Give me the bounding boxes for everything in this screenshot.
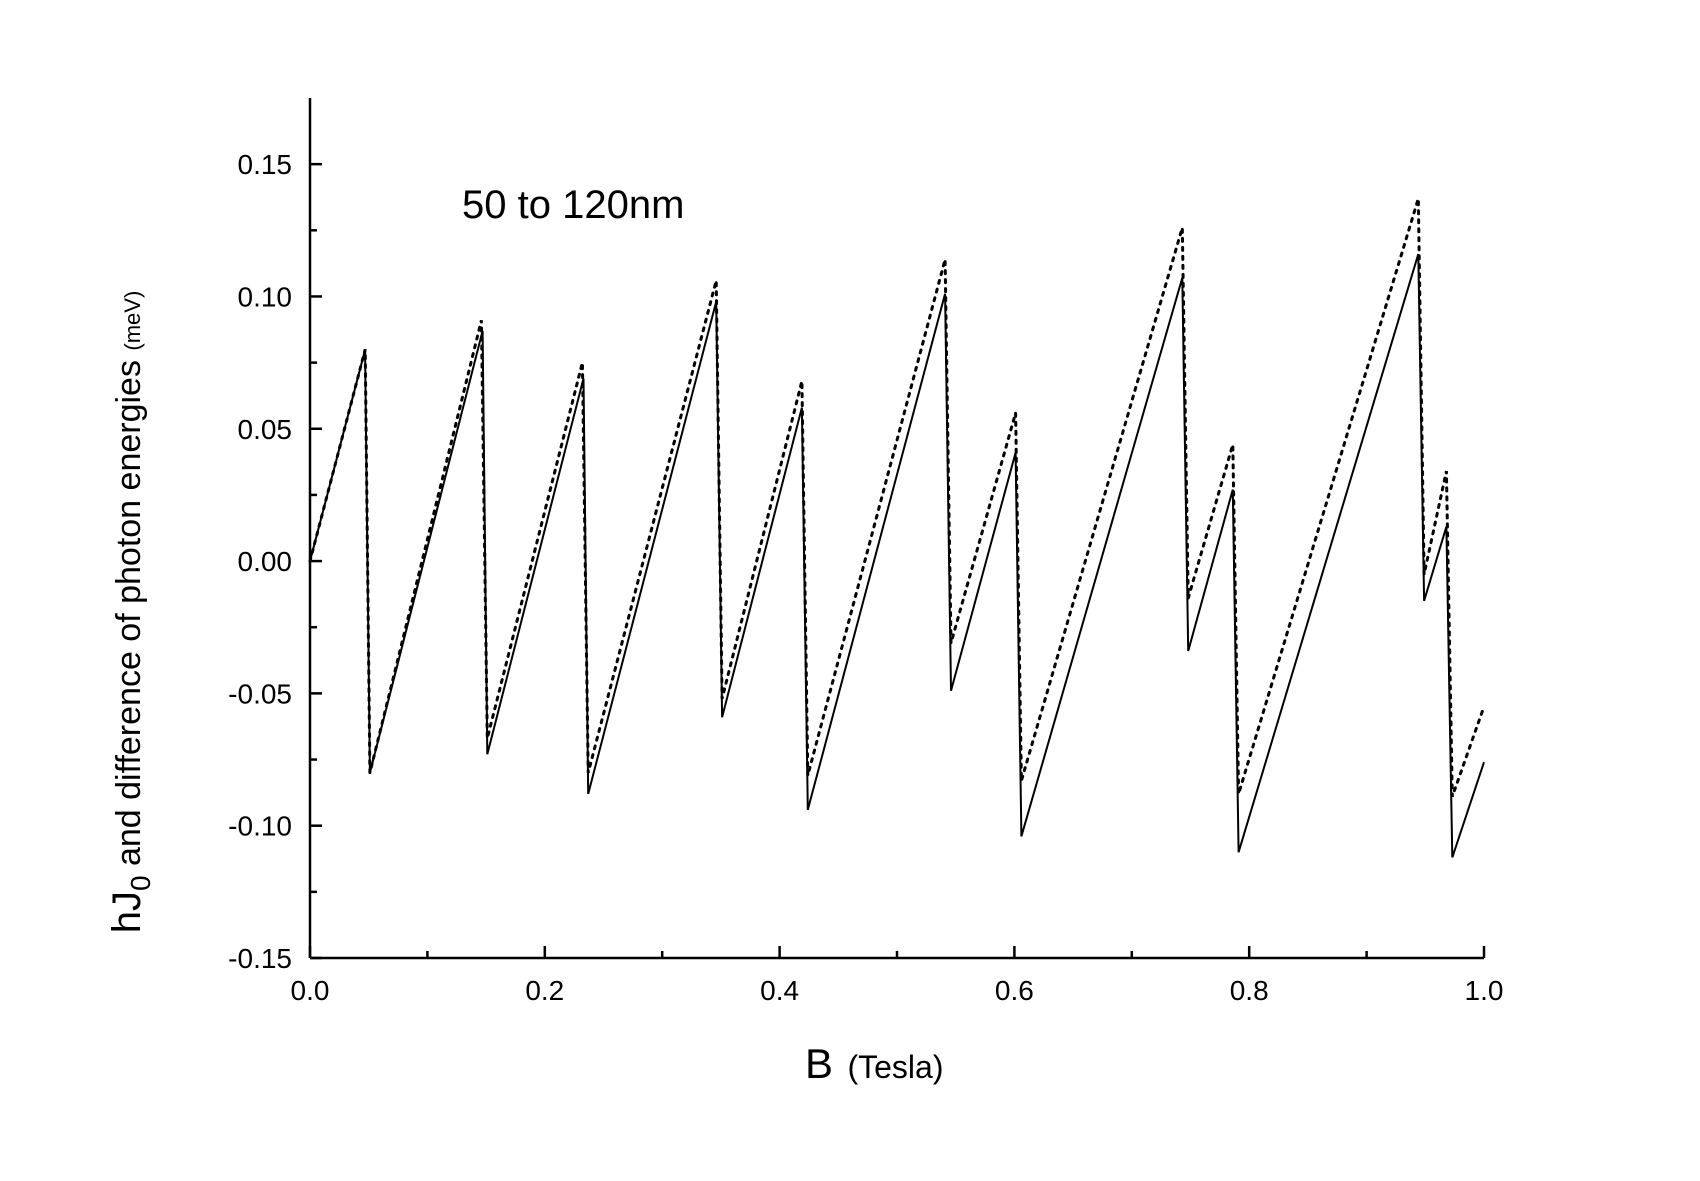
x-tick-label: 0.6 [995, 975, 1034, 1006]
y-tick-label: -0.15 [228, 943, 292, 974]
x-axis-label-main: B [805, 1040, 833, 1087]
x-tick-label: 0.2 [525, 975, 564, 1006]
y-axis-label-prefix: hJ [105, 891, 149, 933]
y-tick-label: -0.10 [228, 811, 292, 842]
x-tick-label: 1.0 [1465, 975, 1504, 1006]
axes [308, 98, 1484, 960]
x-axis-label: B (Tesla) [805, 1040, 943, 1087]
x-ticks: 0.0 0.2 0.4 0.6 0.8 1.0 [291, 946, 1504, 1006]
x-tick-label: 0.4 [760, 975, 799, 1006]
x-tick-label: 0.0 [291, 975, 330, 1006]
x-axis-label-unit: (Tesla) [847, 1049, 943, 1085]
series-layer [308, 198, 1486, 858]
y-axis-label-suffix: and difference of photon energies [110, 351, 148, 876]
y-ticks: -0.15 -0.10 -0.05 0.00 0.05 0.10 0.15 [228, 149, 322, 974]
y-tick-label: 0.00 [238, 546, 293, 577]
y-axis-label-subscript: 0 [125, 875, 156, 891]
y-tick-label: 0.15 [238, 149, 293, 180]
x-tick-label: 0.8 [1230, 975, 1269, 1006]
y-axis-label: hJ0 and difference of photon energies (m… [105, 291, 156, 934]
y-axis-label-unit: (meV) [120, 291, 145, 351]
y-tick-label: 0.10 [238, 281, 293, 312]
y-tick-label: -0.05 [228, 678, 292, 709]
series-line-dotted [308, 198, 1486, 798]
y-tick-label: 0.05 [238, 414, 293, 445]
chart-annotation: 50 to 120nm [462, 183, 684, 227]
